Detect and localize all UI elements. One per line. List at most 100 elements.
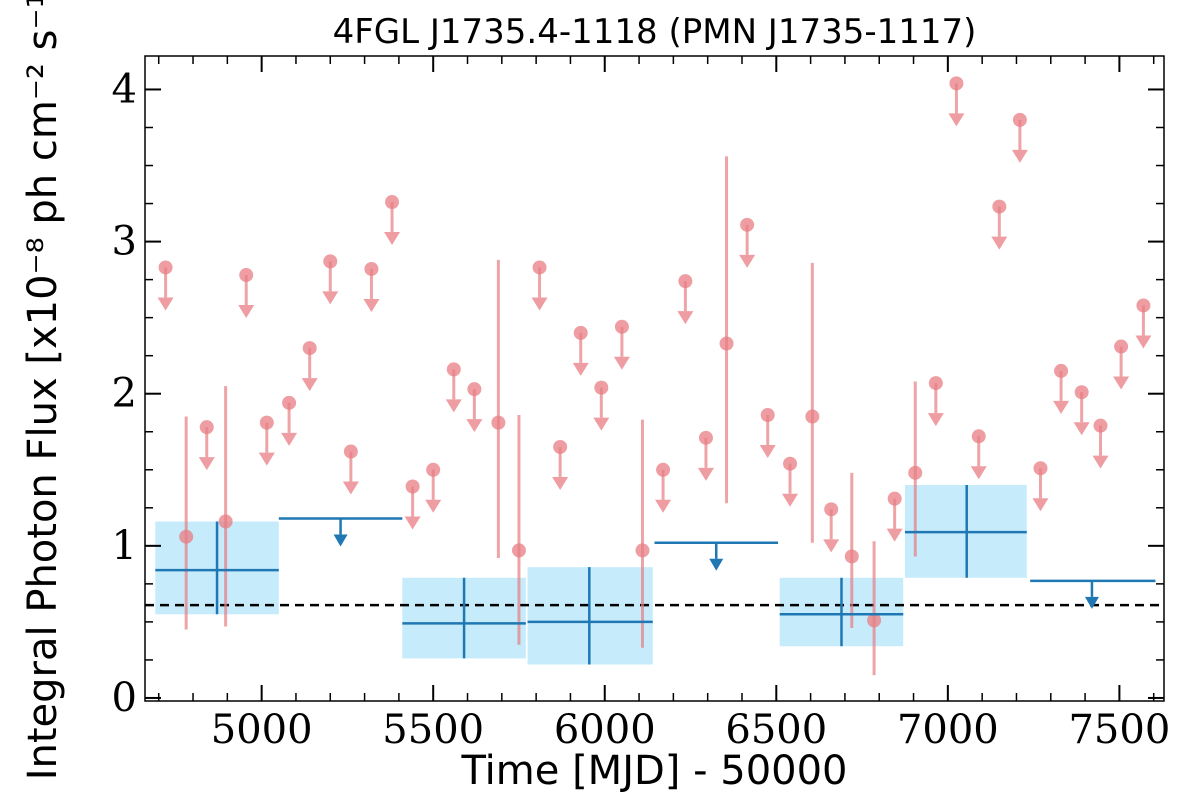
upper-limit-marker (158, 260, 173, 275)
short-bin-point (908, 381, 923, 557)
long-bin-point (402, 577, 526, 659)
upper-limit-marker (1093, 418, 1108, 433)
upper-limit-marker (573, 325, 588, 340)
short-bin-point (179, 416, 194, 630)
short-bin-point (805, 262, 820, 543)
short-bin-upper-limit (886, 491, 903, 542)
short-bin-upper-limit (342, 444, 359, 495)
short-bin-upper-limit (970, 429, 987, 480)
upper-limit-marker (678, 274, 693, 289)
long-bin-limit-arrow (333, 534, 348, 547)
upper-limit-marker (656, 462, 671, 477)
upper-limit-marker (532, 260, 547, 275)
upper-limit-marker (364, 261, 379, 276)
upper-limit-arrow (425, 499, 442, 513)
y-tick-label: 1 (112, 523, 137, 569)
short-bin-upper-limit (531, 260, 548, 311)
upper-limit-marker (949, 76, 964, 91)
upper-limit-marker (405, 479, 420, 494)
short-bin-point (218, 386, 233, 627)
upper-limit-marker (199, 420, 214, 435)
long-bin-series (155, 484, 1156, 665)
upper-limit-arrow (1092, 455, 1109, 469)
upper-limit-marker (594, 380, 609, 395)
short-bin-upper-limit (927, 376, 944, 427)
short-bin-series (157, 76, 1152, 676)
long-bin-limit-arrow (709, 558, 724, 571)
short-bin-marker (491, 415, 506, 430)
short-bin-marker (805, 409, 820, 424)
short-bin-point (635, 419, 650, 648)
short-bin-upper-limit (281, 395, 298, 446)
upper-limit-marker (740, 217, 755, 232)
short-bin-upper-limit (384, 195, 401, 246)
upper-limit-arrow (782, 493, 799, 507)
short-bin-upper-limit (782, 456, 799, 507)
upper-limit-arrow (970, 466, 987, 480)
short-bin-upper-limit (363, 261, 380, 312)
short-bin-upper-limit (238, 268, 255, 319)
long-bin-limit-arrow (1084, 596, 1099, 609)
x-tick-label: 7500 (1068, 707, 1170, 753)
short-bin-upper-limit (1135, 298, 1152, 349)
short-bin-upper-limit (1113, 339, 1130, 390)
x-tick-label: 5000 (211, 707, 313, 753)
upper-limit-marker (239, 268, 254, 283)
upper-limit-arrow (655, 499, 672, 513)
upper-limit-marker (467, 382, 482, 397)
upper-limit-arrow (466, 419, 483, 433)
long-bin-point (155, 521, 279, 615)
upper-limit-marker (259, 415, 274, 430)
upper-limit-marker (824, 502, 839, 517)
upper-limit-arrow (948, 113, 965, 127)
x-tick-label: 6500 (725, 707, 827, 753)
short-bin-marker (908, 465, 923, 480)
short-bin-marker (511, 543, 526, 558)
short-bin-upper-limit (697, 430, 714, 481)
upper-limit-arrow (927, 413, 944, 427)
upper-limit-arrow (322, 291, 339, 305)
upper-limit-marker (446, 362, 461, 377)
short-bin-upper-limit (466, 382, 483, 433)
upper-limit-arrow (157, 297, 174, 311)
upper-limit-arrow (404, 516, 421, 530)
short-bin-upper-limit (593, 380, 610, 431)
long-bin-upper-limit (654, 541, 779, 571)
upper-limit-arrow (1011, 149, 1028, 163)
long-bin-upper-limit (1030, 579, 1156, 609)
x-tick-label: 7000 (897, 707, 999, 753)
short-bin-upper-limit (677, 274, 694, 325)
short-bin-point (844, 472, 859, 628)
upper-limit-marker (323, 254, 338, 269)
upper-limit-arrow (1113, 376, 1130, 390)
upper-limit-marker (1136, 298, 1151, 313)
short-bin-marker (635, 543, 650, 558)
axis-ticks: 5000 5500 6000 6500 7000 7500 0 1 2 3 4 (112, 56, 1170, 753)
short-bin-upper-limit (613, 319, 630, 370)
long-bin-point (527, 567, 653, 665)
short-bin-upper-limit (1032, 461, 1049, 512)
short-bin-marker (179, 529, 194, 544)
short-bin-marker (844, 549, 859, 564)
upper-limit-marker (992, 199, 1007, 214)
short-bin-upper-limit (552, 439, 569, 490)
upper-limit-arrow (823, 539, 840, 553)
short-bin-upper-limit (823, 502, 840, 553)
y-tick-label: 2 (112, 371, 137, 417)
upper-limit-marker (698, 430, 713, 445)
upper-limit-marker (928, 376, 943, 391)
short-bin-point (867, 541, 882, 676)
short-bin-point (719, 156, 734, 504)
short-bin-upper-limit (1073, 385, 1090, 436)
short-bin-upper-limit (322, 254, 339, 305)
short-bin-upper-limit (1011, 112, 1028, 163)
upper-limit-marker (971, 429, 986, 444)
x-tick-label: 5500 (382, 707, 484, 753)
upper-limit-arrow (1135, 335, 1152, 349)
upper-limit-marker (1054, 363, 1069, 378)
upper-limit-arrow (991, 236, 1008, 250)
upper-limit-marker (760, 408, 775, 423)
upper-limit-arrow (281, 432, 298, 446)
upper-limit-arrow (363, 298, 380, 312)
